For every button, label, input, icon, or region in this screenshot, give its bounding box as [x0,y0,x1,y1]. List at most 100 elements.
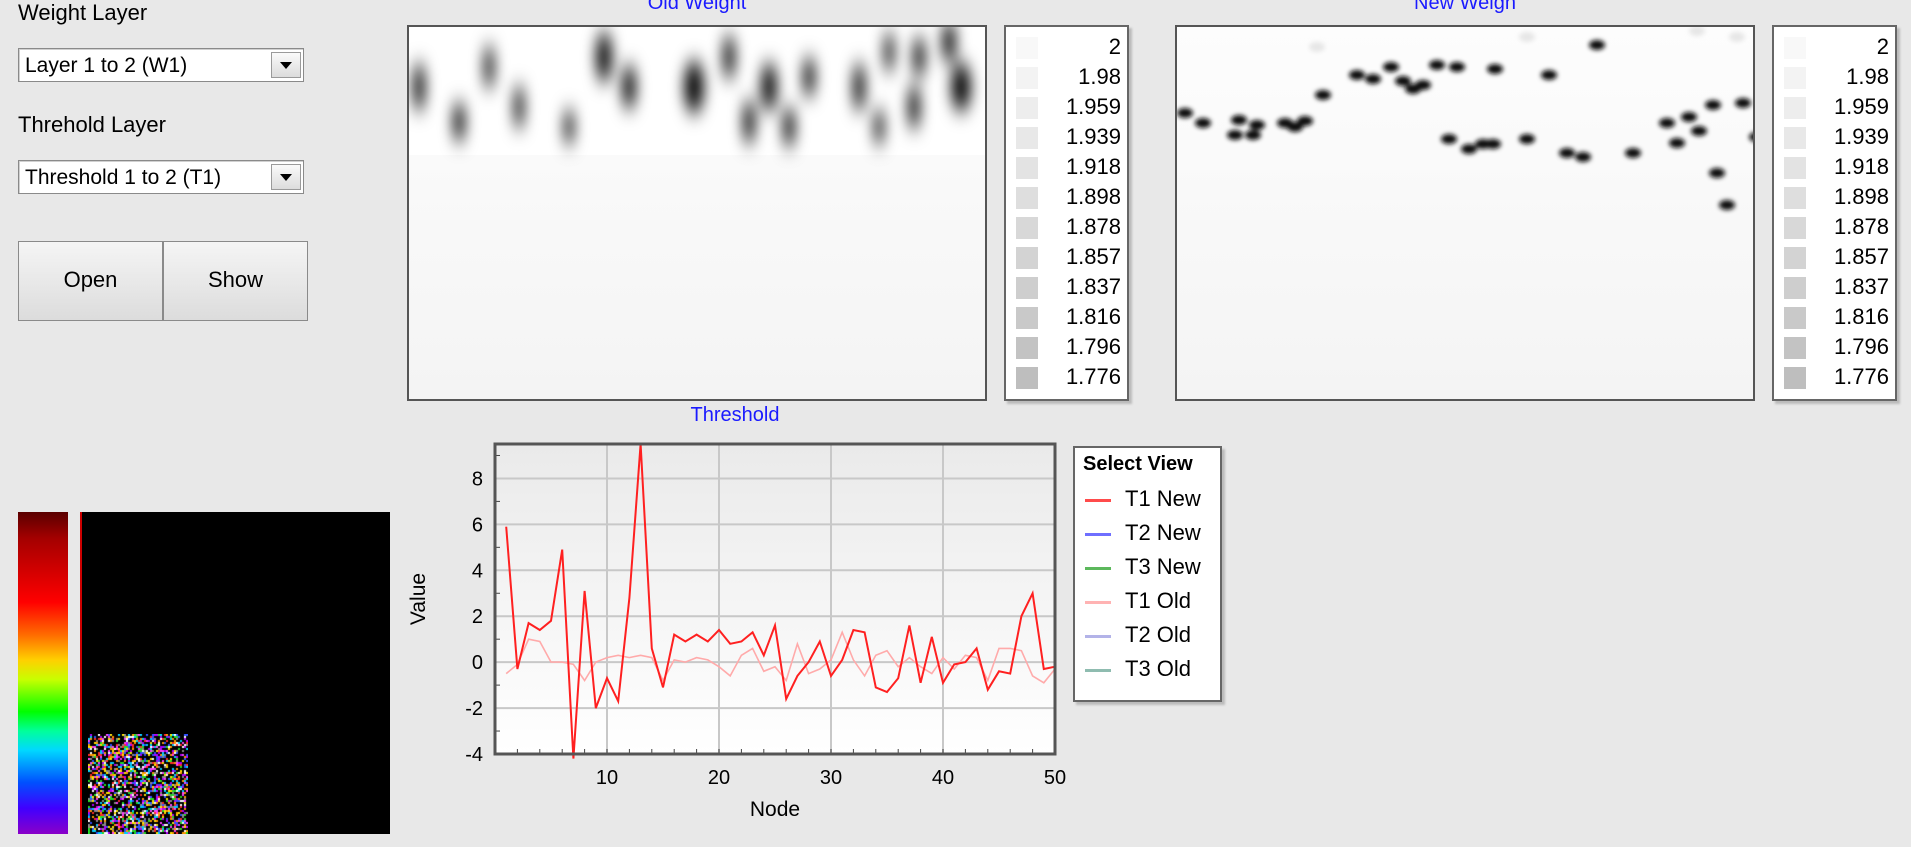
new-weight-legend-swatch [1784,67,1806,89]
select-view-item[interactable]: T1 Old [1085,586,1215,620]
weight-blob [1429,60,1445,70]
old-weight-legend-swatch [1016,97,1038,119]
legend-line-icon [1085,601,1111,604]
open-button[interactable]: Open [18,241,163,321]
old-weight-legend-swatch [1016,37,1038,59]
new-weight-title: New Weigh [1414,0,1516,14]
old-weight-legend-row: 1.878 [1016,213,1121,243]
weight-blob [1245,130,1261,140]
color-scale-bar [18,512,68,834]
threshold-layer-label: Threhold Layer [18,112,166,137]
new-weight-plot [1175,25,1755,401]
old-weight-legend-swatch [1016,247,1038,269]
weight-blob [1365,74,1381,84]
weight-blob-faint [1309,42,1325,52]
new-weight-legend-swatch [1784,277,1806,299]
old-weight-legend-row: 2 [1016,33,1121,63]
old-weight-legend-row: 1.918 [1016,153,1121,183]
new-weight-legend-row: 1.857 [1784,243,1889,273]
new-weight-legend-swatch [1784,217,1806,239]
y-axis-label: Value [407,573,430,625]
weight-blob [1709,168,1725,178]
x-tick-label: 20 [708,767,730,789]
select-view-item-label: T1 New [1125,486,1201,511]
weight-blob [1669,138,1685,148]
new-weight-legend-swatch [1784,127,1806,149]
old-weight-legend-swatch [1016,307,1038,329]
select-view-item[interactable]: T1 New [1085,484,1215,518]
new-weight-legend-swatch [1784,187,1806,209]
weight-blob [1749,132,1753,142]
select-view-item-label: T3 Old [1125,656,1192,681]
weight-blob [1681,112,1697,122]
old-weight-heatmap [409,27,985,155]
weight-blob [1625,148,1641,158]
select-view-item-label: T2 New [1125,520,1201,545]
y-tick-label: 4 [472,560,483,582]
new-weight-scale-legend: 2 1.98 1.959 1.939 1.918 1.898 1.878 1.857 1.837… [1772,25,1897,401]
new-weight-legend-row: 1.878 [1784,213,1889,243]
select-view-item[interactable]: T3 Old [1085,654,1215,688]
new-weight-legend-row: 1.959 [1784,93,1889,123]
weight-blob [1541,70,1557,80]
y-tick-label: -4 [465,744,483,766]
weight-blob [1735,98,1751,108]
old-weight-legend-value: 1.98 [1078,64,1121,89]
select-view-item[interactable]: T3 New [1085,552,1215,586]
weight-blob [1297,116,1313,126]
legend-line-icon [1085,499,1111,502]
threshold-layer-select[interactable]: Threshold 1 to 2 (T1) [18,160,304,194]
old-weight-legend-swatch [1016,67,1038,89]
select-view-panel: Select View T1 New T2 New T3 New T1 Old T2 O… [1073,446,1222,702]
new-weight-legend-value: 1.857 [1833,244,1889,269]
y-tick-label: 6 [472,514,483,536]
weight-blob [1227,130,1243,140]
x-tick-label: 40 [932,767,954,789]
weight-blob [1559,148,1575,158]
old-weight-legend-row: 1.816 [1016,303,1121,333]
weight-layer-label: Weight Layer [18,0,148,25]
weight-blob [1589,40,1605,50]
old-weight-legend-value: 1.918 [1065,154,1121,179]
chevron-down-icon[interactable] [271,164,301,190]
select-view-item[interactable]: T2 New [1085,518,1215,552]
weight-blob [1487,64,1503,74]
weight-blob [1519,134,1535,144]
old-weight-legend-swatch [1016,277,1038,299]
weight-blob [1691,126,1707,136]
old-weight-legend-row: 1.959 [1016,93,1121,123]
new-weight-legend-value: 1.959 [1833,94,1889,119]
chart-title: Threshold [690,404,780,426]
old-weight-legend-row: 1.776 [1016,363,1121,393]
weight-blob [1441,134,1457,144]
new-weight-legend-row: 2 [1784,33,1889,63]
old-weight-legend-row: 1.898 [1016,183,1121,213]
new-weight-legend-swatch [1784,37,1806,59]
old-weight-legend-value: 1.857 [1065,244,1121,269]
old-weight-legend-value: 1.898 [1065,184,1121,209]
old-weight-legend-row: 1.857 [1016,243,1121,273]
select-view-title: Select View [1083,453,1193,475]
new-weight-legend-value: 1.837 [1833,274,1889,299]
new-weight-legend-value: 1.918 [1833,154,1889,179]
legend-line-icon [1085,533,1111,536]
select-view-item[interactable]: T2 Old [1085,620,1215,654]
legend-line-icon [1085,669,1111,672]
plot-area [495,444,1055,754]
show-button[interactable]: Show [163,241,308,321]
weight-layer-select[interactable]: Layer 1 to 2 (W1) [18,48,304,82]
x-tick-label: 30 [820,767,842,789]
y-tick-label: 2 [472,606,483,628]
new-weight-legend-row: 1.796 [1784,333,1889,363]
y-tick-label: 0 [472,652,483,674]
new-weight-legend-value: 1.878 [1833,214,1889,239]
new-weight-legend-row: 1.816 [1784,303,1889,333]
weight-blob [1485,139,1501,149]
chevron-down-icon[interactable] [271,52,301,78]
weight-blob [1575,152,1591,162]
new-weight-legend-row: 1.776 [1784,363,1889,393]
old-weight-legend-value: 1.939 [1065,124,1121,149]
new-weight-legend-value: 1.796 [1833,334,1889,359]
new-weight-legend-swatch [1784,367,1806,389]
